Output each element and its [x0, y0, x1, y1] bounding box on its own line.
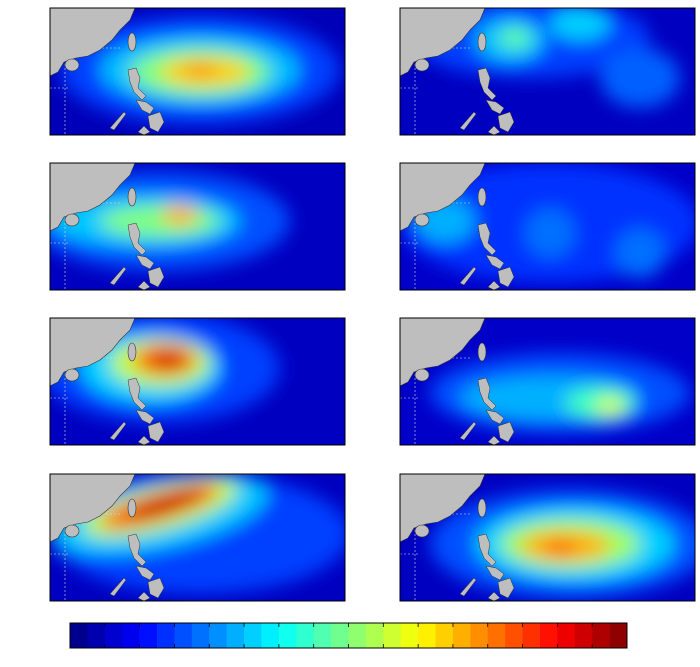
map-panel	[399, 317, 696, 446]
colorbar-cell	[261, 623, 280, 648]
map-panel	[399, 7, 696, 136]
colorbar-cell	[557, 623, 576, 648]
colorbar-cell	[522, 623, 541, 648]
colorbar-cell	[244, 623, 262, 648]
colorbar-cell	[505, 623, 523, 648]
colorbar-cell	[609, 623, 628, 648]
colorbar-cell	[487, 623, 506, 648]
colorbar-cell	[365, 623, 384, 648]
map-panel	[399, 162, 696, 291]
colorbar	[69, 622, 628, 649]
colorbar-cell	[104, 623, 123, 648]
map-panel	[49, 162, 346, 291]
map-panel	[49, 317, 346, 446]
map-panel	[49, 473, 346, 602]
colorbar-cell	[470, 623, 489, 648]
colorbar-cell	[331, 623, 349, 648]
colorbar-cell	[574, 623, 593, 648]
colorbar-cell	[296, 623, 314, 648]
colorbar-cell	[418, 623, 436, 648]
colorbar-cell	[87, 623, 106, 648]
map-panel	[399, 473, 696, 602]
colorbar-cell	[174, 623, 193, 648]
colorbar-cell	[400, 623, 419, 648]
colorbar-cell	[383, 623, 402, 648]
colorbar-cell	[139, 623, 158, 648]
colorbar-cell	[452, 623, 471, 648]
colorbar-cell	[539, 623, 558, 648]
colorbar-cell	[435, 623, 454, 648]
colorbar-cell	[191, 623, 210, 648]
colorbar-cell	[592, 623, 610, 648]
colorbar-cell	[226, 623, 245, 648]
colorbar-cell	[348, 623, 367, 648]
colorbar-cell	[70, 623, 88, 648]
colorbar-cell	[278, 623, 297, 648]
colorbar-cell	[157, 623, 175, 648]
colorbar-cell	[313, 623, 332, 648]
colorbar-cell	[209, 623, 227, 648]
colorbar-cell	[122, 623, 140, 648]
map-panel	[49, 7, 346, 136]
